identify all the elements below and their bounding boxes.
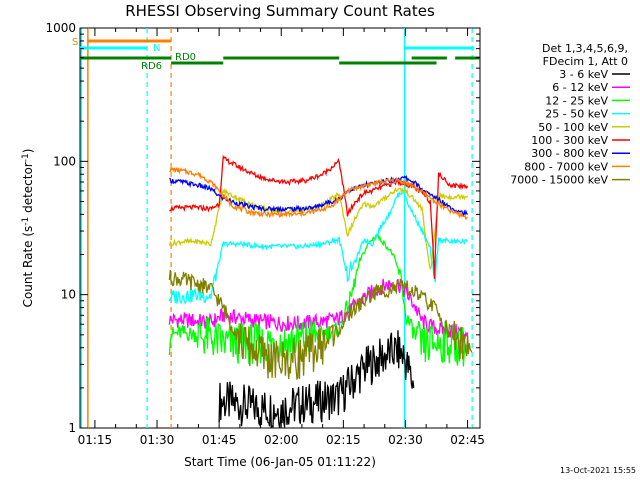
legend-entry-label: 6 - 12 keV [552,81,608,94]
series-line [218,330,415,429]
x-tick-label: 02:15 [326,433,361,447]
legend: Det 1,3,4,5,6,9, FDecim 1, Att 0 3 - 6 k… [510,42,630,187]
rd6-flag-label: RD6 [141,61,162,72]
axis-ticks: 01:15 01:30 01:45 02:00 02:15 02:30 02:45 1 10 10… [45,21,484,447]
legend-entry-label: 12 - 25 keV [545,94,608,107]
y-tick-label: 10 [61,288,76,302]
x-tick-label: 01:30 [140,433,175,447]
y-tick-label: 1000 [45,21,76,35]
legend-entry-label: 100 - 300 keV [531,134,608,147]
legend-entry-label: 300 - 800 keV [531,147,608,160]
chart-title: RHESSI Observing Summary Count Rates [125,2,435,20]
legend-entry-label: 800 - 7000 keV [524,160,608,173]
y-axis-label-main: Count Rate (s [21,226,35,308]
legend-entry-label: 50 - 100 keV [538,121,608,134]
legend-entry-label: 7000 - 15000 keV [510,174,608,187]
timestamp: 13-Oct-2021 15:55 [560,466,636,475]
legend-entry-label: 25 - 50 keV [545,108,608,121]
series-layer [168,154,473,429]
series-line [169,165,468,221]
series-line [168,187,469,271]
x-tick-label: 02:30 [388,433,423,447]
legend-entry-label: 3 - 6 keV [559,68,608,81]
y-axis-label-sup1: -1 [21,217,31,226]
series-line [168,278,469,340]
x-tick-label: 02:45 [450,433,485,447]
night-flag-label: N [153,43,160,54]
x-tick-label: 02:00 [264,433,299,447]
series-line [168,269,473,381]
saa-flag-label: S [72,37,78,48]
x-axis-label: Start Time (06-Jan-05 01:11:22) [184,455,376,469]
flag-bars: S N RD0 RD6 [72,28,480,428]
legend-header-2: FDecim 1, Att 0 [543,55,628,68]
y-axis-label-mid: detector [21,162,35,217]
y-axis-label-sup2: -1 [21,153,31,162]
x-tick-label: 01:15 [78,433,113,447]
legend-header-1: Det 1,3,4,5,6,9, [542,42,628,55]
y-axis-label-end: ) [21,149,35,154]
series-line [168,189,468,305]
y-tick-label: 100 [53,154,76,168]
x-tick-label: 01:45 [202,433,237,447]
y-tick-label: 1 [68,421,76,435]
rd0-flag-label: RD0 [175,52,196,63]
y-axis-label: Count Rate (s-1 detector-1) [21,149,35,308]
